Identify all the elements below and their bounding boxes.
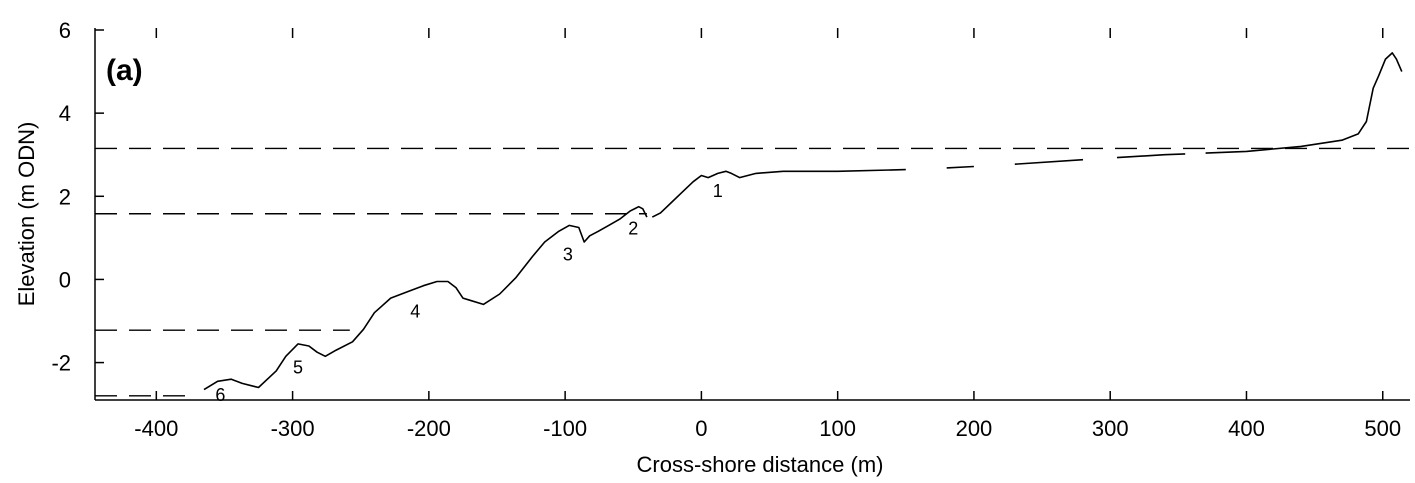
x-tick-label: 0 xyxy=(695,416,707,441)
bar-label: 6 xyxy=(215,385,225,405)
bar-label: 4 xyxy=(410,302,420,322)
profile-line-segment xyxy=(203,205,648,391)
x-axis-label: Cross-shore distance (m) xyxy=(637,452,884,477)
x-tick-label: -200 xyxy=(407,416,451,441)
bar-label: 3 xyxy=(563,245,573,265)
y-tick-label: 0 xyxy=(59,267,71,292)
x-tick-label: 400 xyxy=(1228,416,1265,441)
bar-label: 5 xyxy=(293,358,303,378)
profile-line-segment xyxy=(946,165,974,169)
bar-label: 1 xyxy=(713,181,723,201)
profile-line-segment xyxy=(1116,153,1186,159)
panel-label: (a) xyxy=(106,54,143,87)
reference-levels xyxy=(95,147,1410,397)
bar-labels: 1 2 3 4 5 6 xyxy=(215,181,722,405)
y-tick-label: 6 xyxy=(59,18,71,43)
axes: -400 -300 -200 -100 0 100 200 300 400 500 -2 0 2 4 6 xyxy=(51,18,1410,441)
profile-line-segment xyxy=(1014,158,1084,165)
x-tick-label: -100 xyxy=(543,416,587,441)
x-tick-label: 500 xyxy=(1364,416,1401,441)
x-tick-label: 300 xyxy=(1092,416,1129,441)
x-tick-label: 100 xyxy=(819,416,856,441)
profile-line-segment xyxy=(1205,52,1403,154)
bar-label: 2 xyxy=(628,218,638,238)
x-tick-label: 200 xyxy=(956,416,993,441)
profile-line-segment xyxy=(651,168,906,218)
y-tick-label: 2 xyxy=(59,184,71,209)
y-tick-label: -2 xyxy=(51,351,71,376)
y-axis-label: Elevation (m ODN) xyxy=(14,122,39,307)
x-tick-label: -300 xyxy=(271,416,315,441)
profile-series xyxy=(203,52,1403,391)
x-tick-label: -400 xyxy=(134,416,178,441)
y-tick-label: 4 xyxy=(59,101,71,126)
